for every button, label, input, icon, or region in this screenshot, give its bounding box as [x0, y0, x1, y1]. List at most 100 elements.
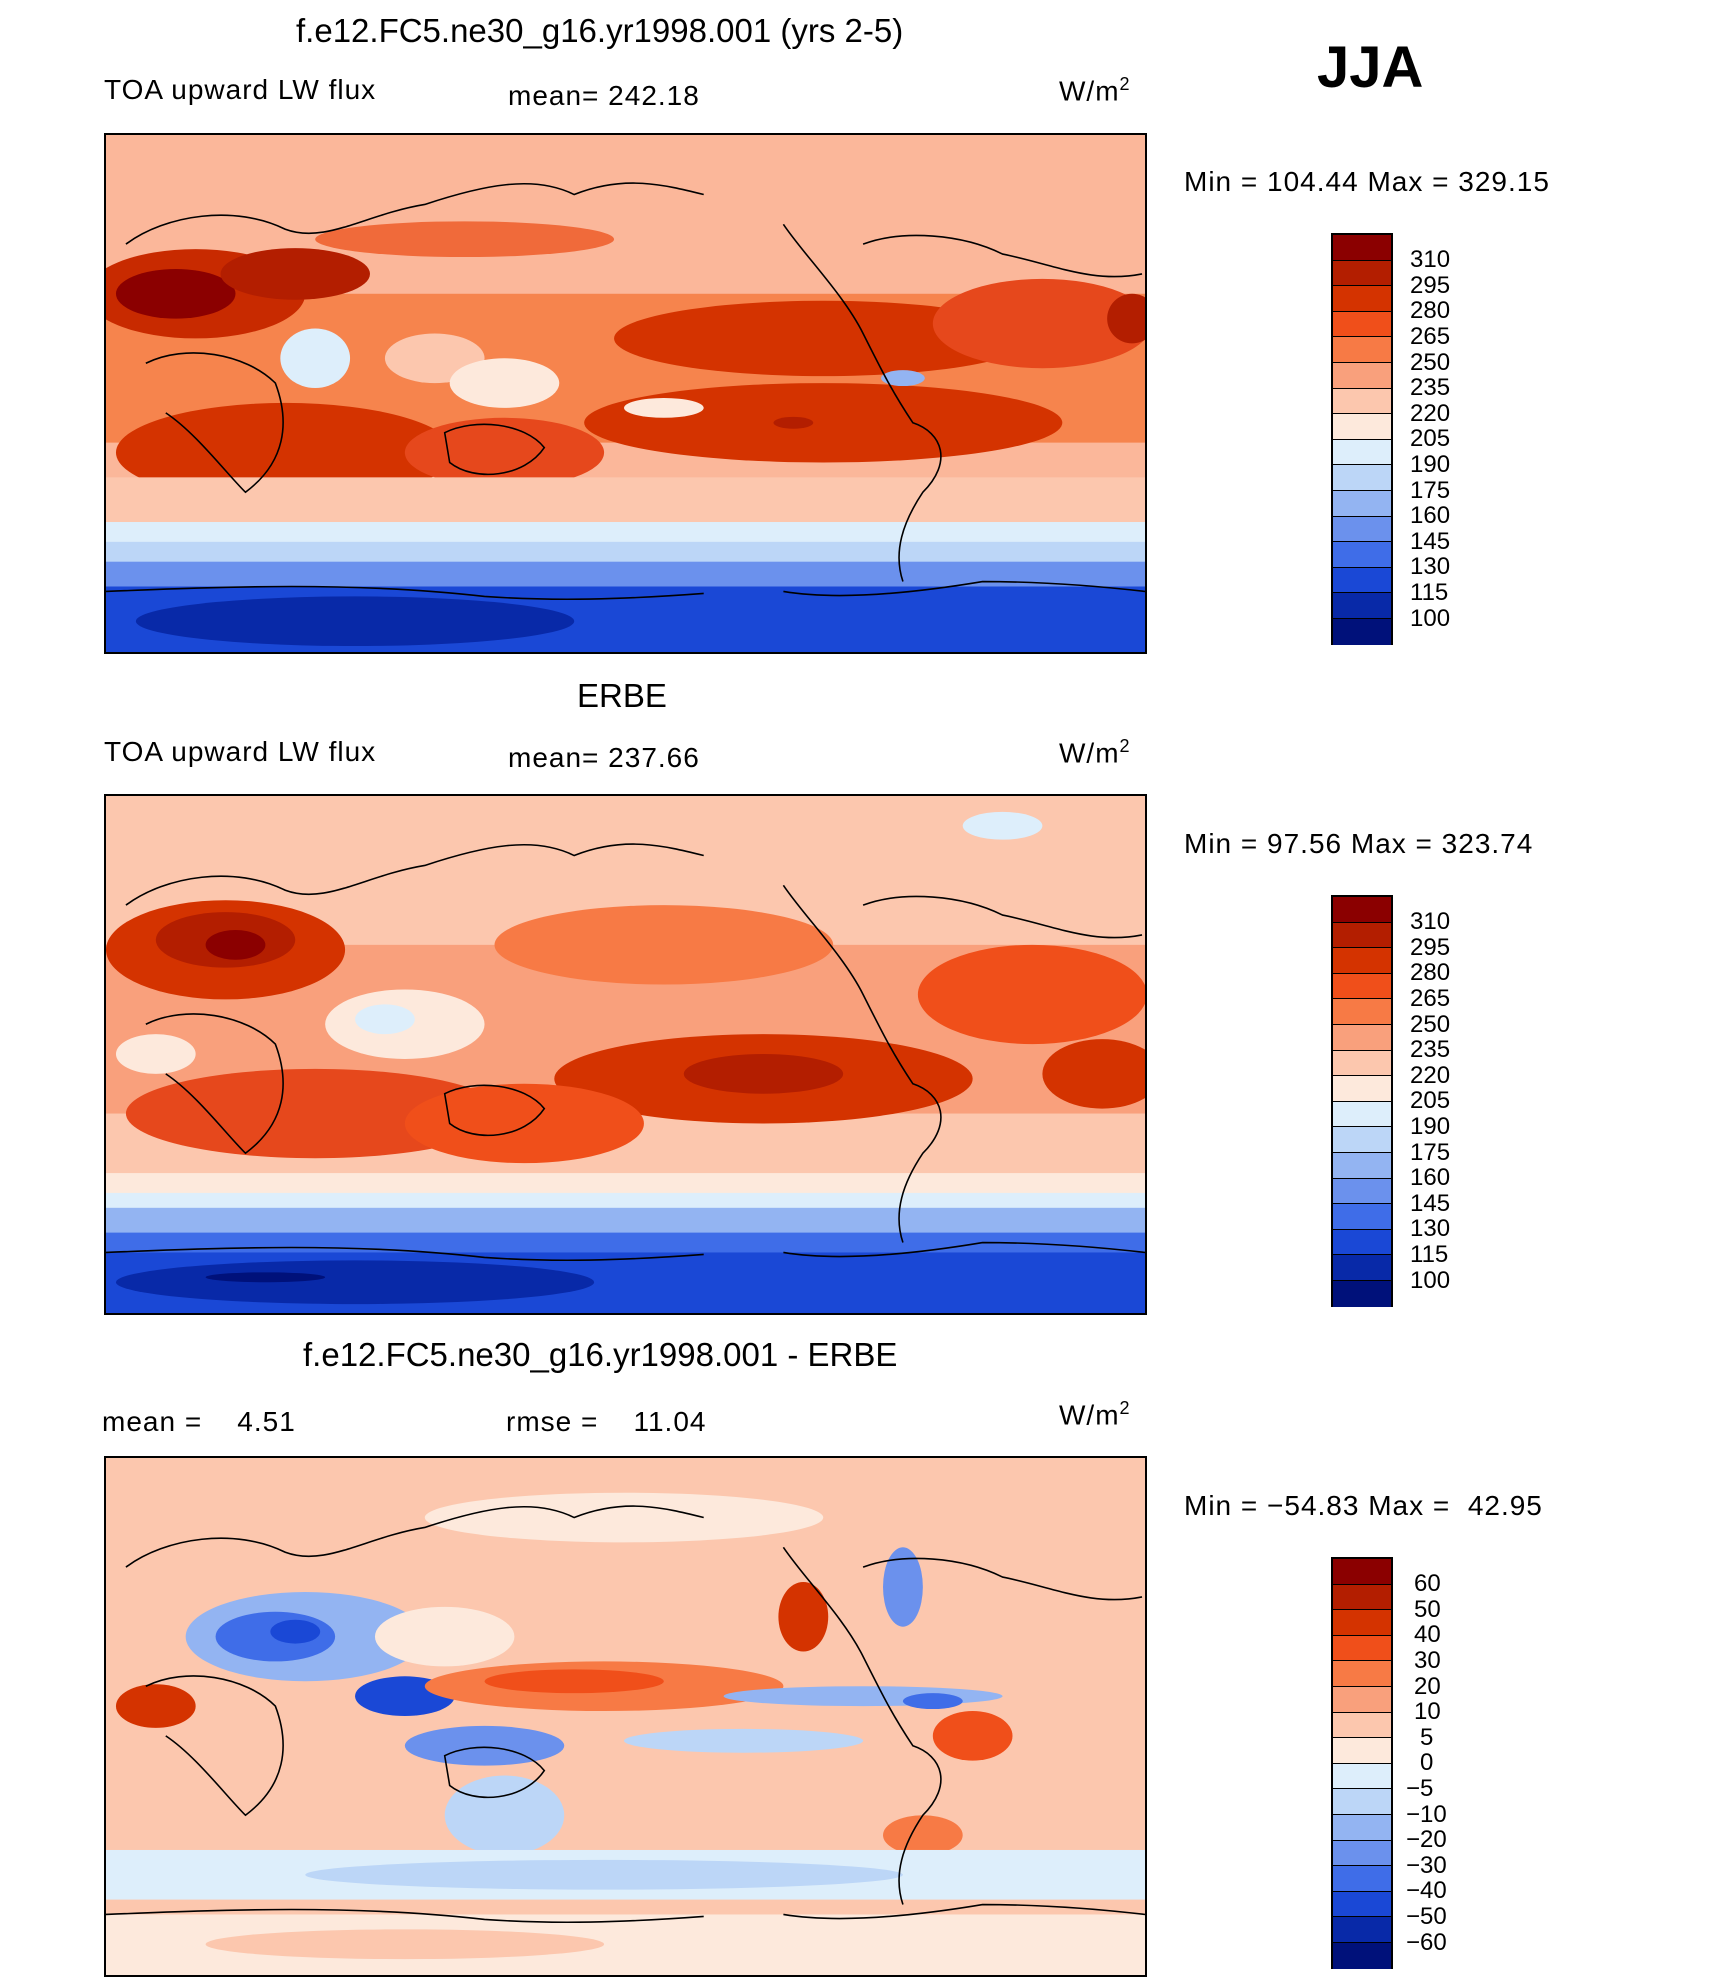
- colorbar-swatch: [1333, 1101, 1391, 1128]
- colorbar-tick: −5: [1406, 1775, 1434, 1802]
- panel-2-minmax: Min = 97.56 Max = 323.74: [1184, 828, 1534, 859]
- colorbar-tick: −40: [1406, 1877, 1447, 1904]
- colorbar-swatch: [1333, 948, 1391, 974]
- colorbar-tick: −50: [1406, 1903, 1447, 1930]
- colorbar-tick: 60: [1414, 1570, 1441, 1597]
- colorbar-tick: 0: [1420, 1749, 1434, 1776]
- panel-3-rmse-label: rmse = 11.04: [506, 1406, 707, 1437]
- colorbar-tick: 205: [1410, 1087, 1451, 1114]
- colorbar-swatch: [1333, 542, 1391, 568]
- colorbar-swatch: [1333, 1635, 1391, 1662]
- colorbar-swatch: [1333, 1610, 1391, 1636]
- panel-2-map: [104, 794, 1147, 1315]
- colorbar-tick: −20: [1406, 1826, 1447, 1853]
- colorbar-swatch: [1333, 1076, 1391, 1102]
- colorbar-swatch: [1333, 999, 1391, 1025]
- colorbar-swatch: [1333, 1127, 1391, 1153]
- colorbar-swatch: [1333, 973, 1391, 1000]
- colorbar-tick: 295: [1410, 272, 1451, 299]
- panel-2-units: W/m2: [1059, 736, 1131, 769]
- colorbar-tick: 265: [1410, 985, 1451, 1012]
- colorbar-swatch: [1333, 1584, 1391, 1611]
- colorbar-swatch: [1333, 593, 1391, 619]
- colorbar-swatch: [1333, 567, 1391, 594]
- colorbar-swatch: [1333, 311, 1391, 338]
- colorbar-tick: 295: [1410, 934, 1451, 961]
- colorbar-swatch: [1333, 465, 1391, 491]
- colorbar-tick: 175: [1410, 1139, 1451, 1166]
- colorbar-swatch: [1333, 1024, 1391, 1051]
- colorbar-swatch: [1333, 1917, 1391, 1943]
- colorbar-tick: 160: [1410, 1164, 1451, 1191]
- panel-3-map: [104, 1456, 1147, 1977]
- colorbar-tick: 280: [1410, 959, 1451, 986]
- colorbar-swatch: [1333, 1178, 1391, 1205]
- panel-3-mean-label: mean = 4.51: [102, 1406, 296, 1437]
- colorbar-swatch: [1333, 1686, 1391, 1713]
- colorbar-swatch: [1333, 618, 1391, 645]
- colorbar-swatch: [1333, 922, 1391, 949]
- colorbar-tick: −10: [1406, 1801, 1447, 1828]
- panel-2-title: ERBE: [577, 677, 667, 714]
- colorbar-swatch: [1333, 897, 1391, 923]
- colorbar-tick: 115: [1410, 579, 1449, 606]
- panel-1-left-label: TOA upward LW flux: [104, 74, 377, 105]
- colorbar-swatch: [1333, 1152, 1391, 1179]
- colorbar-tick: 100: [1410, 1267, 1451, 1294]
- colorbar-tick: 115: [1410, 1241, 1449, 1268]
- colorbar-tick: 130: [1410, 553, 1451, 580]
- colorbar-tick: 220: [1410, 1062, 1451, 1089]
- panel-2-left-label: TOA upward LW flux: [104, 736, 377, 767]
- panel-1-colorbar: [1331, 233, 1393, 645]
- colorbar-swatch: [1333, 1255, 1391, 1281]
- colorbar-swatch: [1333, 1942, 1391, 1969]
- colorbar-tick: 175: [1410, 477, 1451, 504]
- colorbar-tick: 30: [1414, 1647, 1441, 1674]
- colorbar-tick: 145: [1410, 528, 1451, 555]
- colorbar-tick: 205: [1410, 425, 1451, 452]
- panel-3-title: f.e12.FC5.ne30_g16.yr1998.001 - ERBE: [303, 1336, 898, 1373]
- colorbar-tick: 310: [1410, 246, 1451, 273]
- colorbar-tick: 5: [1420, 1724, 1434, 1751]
- colorbar-tick: 130: [1410, 1215, 1451, 1242]
- colorbar-tick: 40: [1414, 1621, 1441, 1648]
- season-label: JJA: [1317, 35, 1424, 100]
- colorbar-tick: 20: [1414, 1673, 1441, 1700]
- colorbar-tick: 160: [1410, 502, 1451, 529]
- colorbar-swatch: [1333, 337, 1391, 363]
- panel-1-units: W/m2: [1059, 74, 1131, 107]
- colorbar-swatch: [1333, 1789, 1391, 1815]
- panel-2-colorbar: [1331, 895, 1393, 1307]
- colorbar-swatch: [1333, 286, 1391, 312]
- panel-3-units: W/m2: [1059, 1398, 1131, 1431]
- colorbar-tick: 310: [1410, 908, 1451, 935]
- colorbar-swatch: [1333, 1280, 1391, 1307]
- colorbar-tick: 190: [1410, 451, 1451, 478]
- colorbar-tick: 50: [1414, 1596, 1441, 1623]
- colorbar-swatch: [1333, 1840, 1391, 1867]
- colorbar-tick: 220: [1410, 400, 1451, 427]
- colorbar-tick: 280: [1410, 297, 1451, 324]
- colorbar-tick: 250: [1410, 349, 1451, 376]
- panel-1-title: f.e12.FC5.ne30_g16.yr1998.001 (yrs 2-5): [296, 12, 904, 49]
- colorbar-swatch: [1333, 1763, 1391, 1790]
- colorbar-tick: 100: [1410, 605, 1451, 632]
- colorbar-tick: 235: [1410, 374, 1451, 401]
- panel-1-mean-label: mean= 242.18: [508, 80, 700, 111]
- panel-1-map: [104, 133, 1147, 654]
- colorbar-swatch: [1333, 439, 1391, 466]
- colorbar-swatch: [1333, 1866, 1391, 1892]
- colorbar-swatch: [1333, 388, 1391, 415]
- colorbar-swatch: [1333, 516, 1391, 543]
- panel-2-mean-label: mean= 237.66: [508, 742, 700, 773]
- colorbar-tick: 235: [1410, 1036, 1451, 1063]
- colorbar-tick: −60: [1406, 1929, 1447, 1956]
- colorbar-swatch: [1333, 1712, 1391, 1739]
- colorbar-swatch: [1333, 1559, 1391, 1585]
- colorbar-tick: 145: [1410, 1190, 1451, 1217]
- colorbar-tick: 265: [1410, 323, 1451, 350]
- panel-3-minmax: Min = −54.83 Max = 42.95: [1184, 1490, 1543, 1521]
- colorbar-swatch: [1333, 414, 1391, 440]
- panel-1-minmax: Min = 104.44 Max = 329.15: [1184, 166, 1550, 197]
- colorbar-swatch: [1333, 260, 1391, 287]
